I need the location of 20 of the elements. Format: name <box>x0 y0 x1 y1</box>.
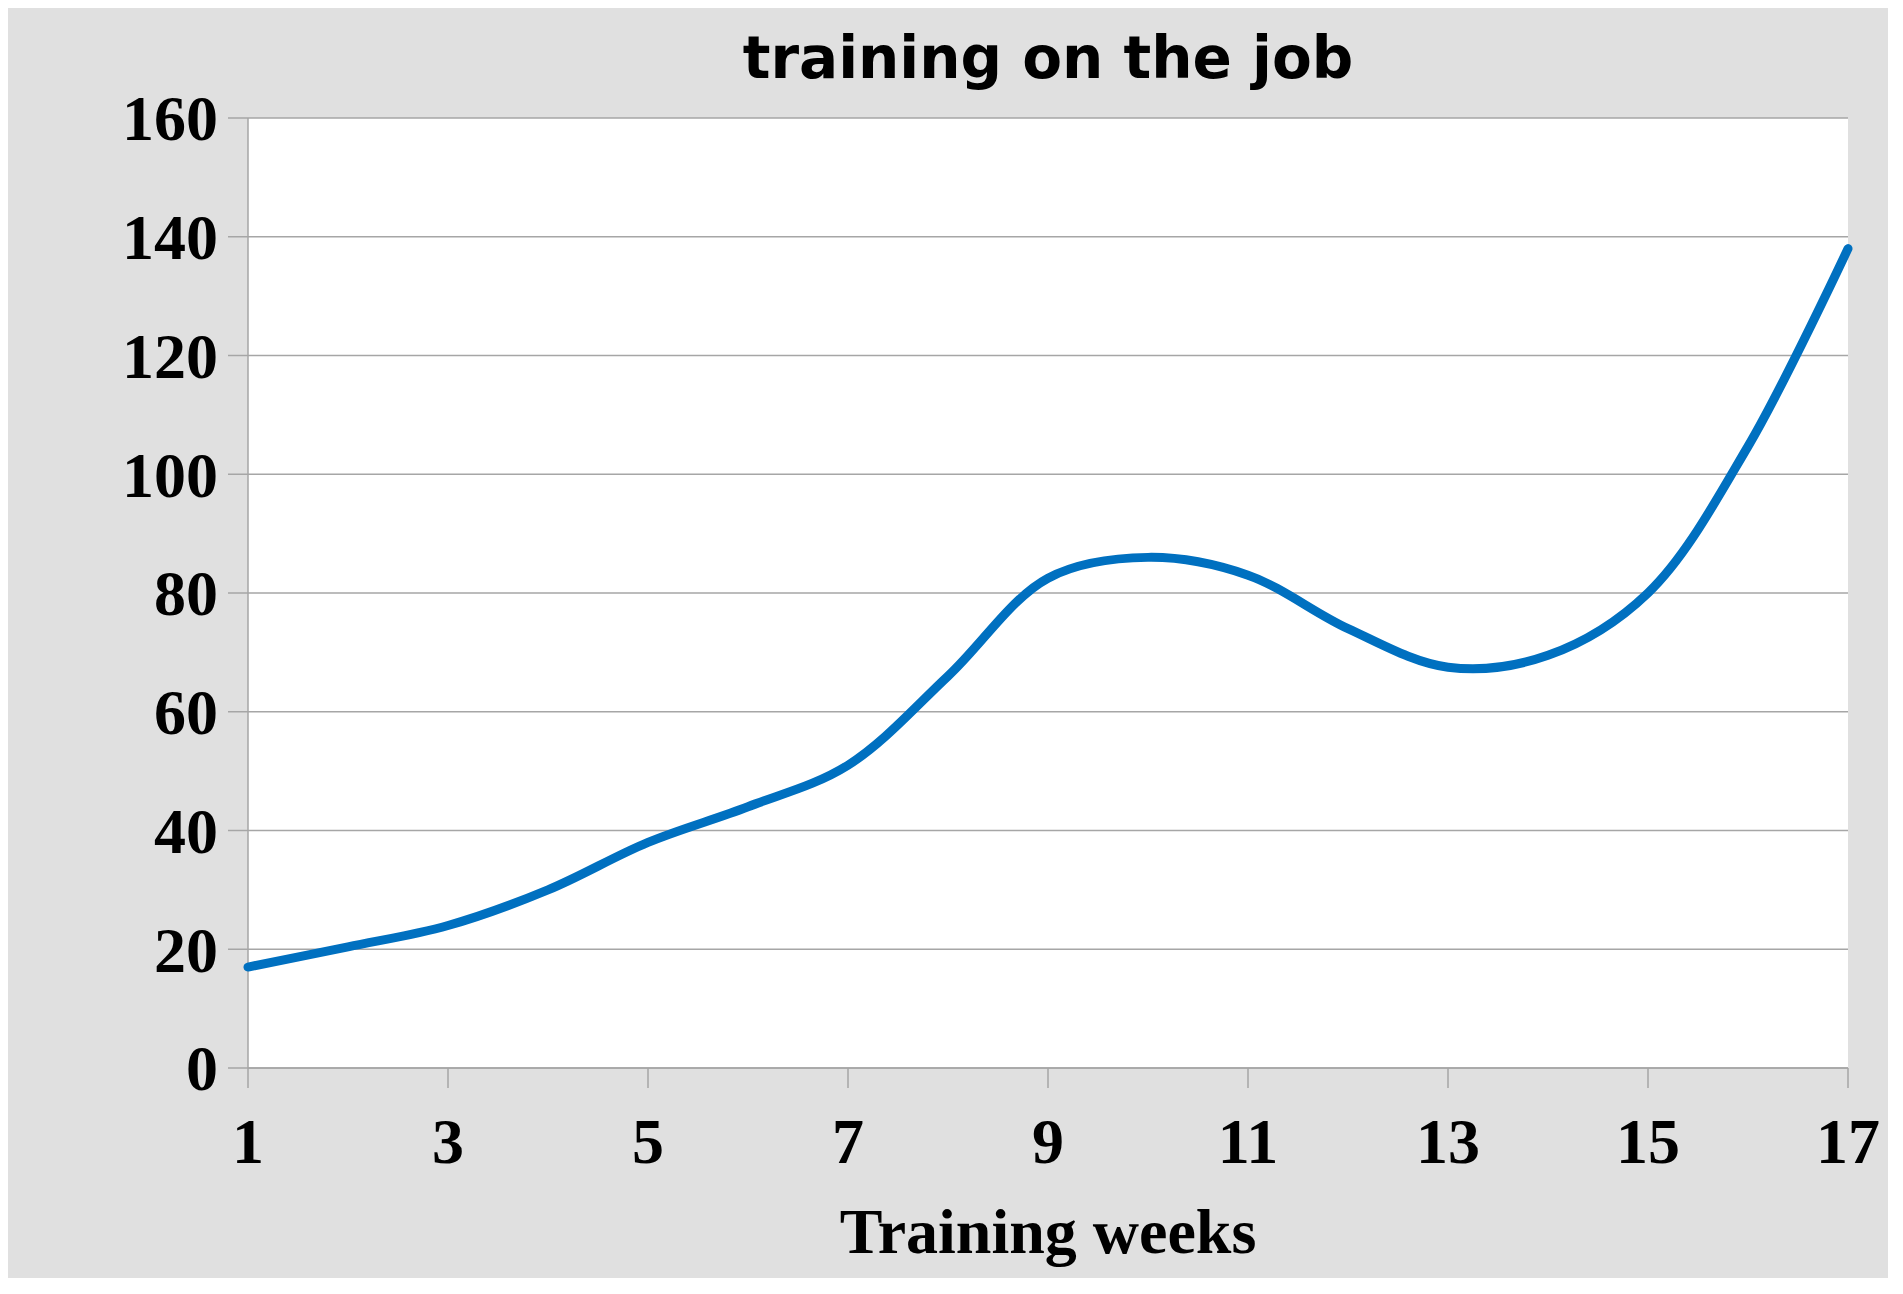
y-tick-label: 140 <box>122 202 218 274</box>
y-tick-label: 160 <box>122 83 218 155</box>
x-tick-label: 1 <box>232 1106 264 1177</box>
y-tick-label: 120 <box>122 320 218 392</box>
chart-title: training on the job <box>742 24 1354 92</box>
y-tick-label: 20 <box>154 914 218 986</box>
x-tick-label: 15 <box>1616 1106 1680 1177</box>
x-tick-label: 9 <box>1032 1106 1064 1177</box>
y-tick-label: 60 <box>154 677 218 749</box>
x-tick-label: 13 <box>1416 1106 1480 1177</box>
x-axis-title: Training weeks <box>839 1196 1257 1267</box>
y-tick-label: 40 <box>154 795 218 867</box>
x-tick-label: 5 <box>632 1106 664 1177</box>
y-tick-label: 100 <box>122 439 218 511</box>
x-tick-label: 3 <box>432 1106 464 1177</box>
x-tick-label: 17 <box>1816 1106 1880 1177</box>
x-tick-label: 7 <box>832 1106 864 1177</box>
y-tick-label: 0 <box>186 1033 218 1105</box>
x-tick-label: 11 <box>1217 1106 1279 1177</box>
y-tick-label: 80 <box>154 558 218 630</box>
